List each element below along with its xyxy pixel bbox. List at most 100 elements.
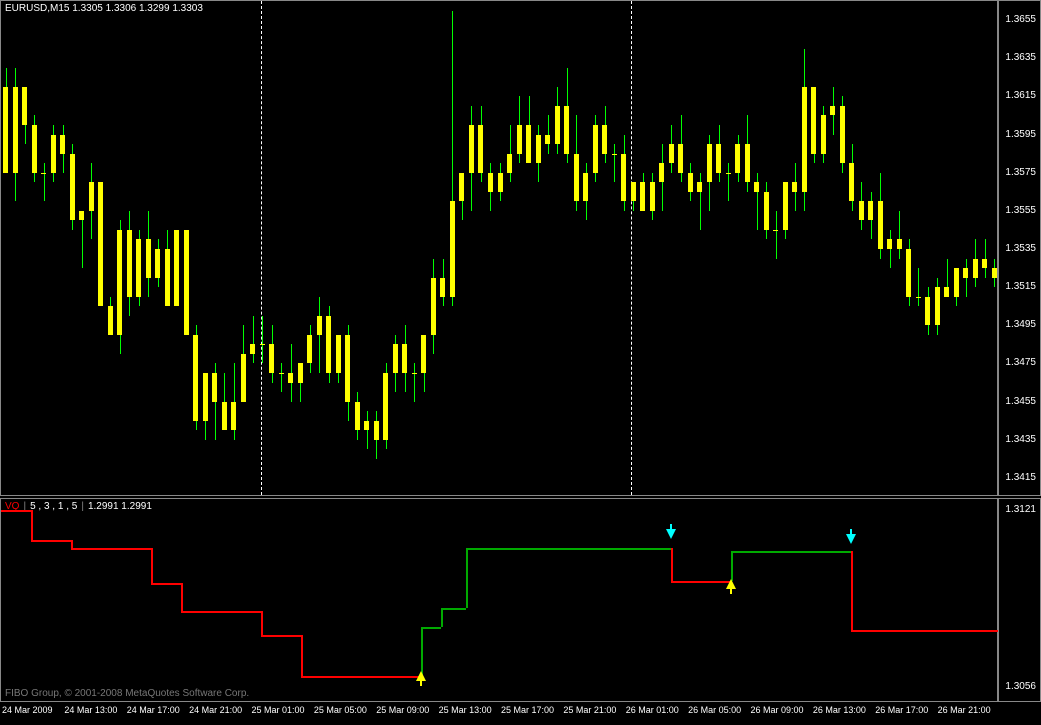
candle-wick [899,211,900,259]
x-tick-label: 24 Mar 21:00 [189,705,242,715]
candle-body [707,144,712,182]
chart-title: EURUSD,M15 1.3305 1.3306 1.3299 1.3303 [5,3,203,14]
candle-wick [319,297,320,373]
y-tick-label: 1.3635 [1005,52,1036,63]
indicator-step-v [301,635,303,676]
candle-body [688,173,693,192]
candle-body [992,268,997,278]
candle-wick [44,163,45,201]
price-y-axis: 1.34151.34351.34551.34751.34951.35151.35… [998,0,1041,496]
candle-body [916,297,921,298]
candle-body [973,259,978,278]
candle-body [954,268,959,297]
candle-body [840,106,845,163]
x-tick-label: 24 Mar 13:00 [64,705,117,715]
candle-wick [281,363,282,392]
indicator-step-h [181,611,261,613]
candle-body [127,230,132,297]
candle-wick [614,144,615,182]
candle-body [459,173,464,202]
candle-wick [966,259,967,297]
candle-body [593,125,598,173]
y-tick-label: 1.3655 [1005,14,1036,25]
candle-body [450,201,455,296]
candle-body [764,192,769,230]
candle-body [555,106,560,144]
indicator-step-v [441,608,443,627]
candle-body [174,230,179,306]
x-tick-label: 26 Mar 17:00 [875,705,928,715]
indicator-step-h [671,581,731,583]
indicator-step-v [261,611,263,635]
candle-body [507,154,512,173]
indicator-step-h [31,540,71,542]
candle-body [184,230,189,335]
x-tick-label: 25 Mar 17:00 [501,705,554,715]
candle-body [602,125,607,154]
buy-arrow-icon [416,671,426,681]
candle-body [136,239,141,296]
candle-body [650,182,655,211]
candle-wick [414,363,415,401]
candle-body [574,154,579,202]
indicator-y-tick: 1.3056 [1005,681,1036,692]
indicator-panel[interactable]: VQ|5 , 3 , 1 , 5|1.2991 1.2991 FIBO Grou… [0,498,998,702]
candle-body [583,173,588,202]
candle-body [364,421,369,431]
sell-arrow-icon [846,534,856,544]
candle-body [792,182,797,192]
candle-body [203,373,208,421]
candle-body [773,230,778,231]
indicator-step-h [71,548,151,550]
candle-body [307,335,312,364]
indicator-step-h [466,548,671,550]
x-tick-label: 25 Mar 01:00 [252,705,305,715]
indicator-step-h [261,635,301,637]
candle-wick [728,163,729,201]
y-tick-label: 1.3515 [1005,281,1036,292]
indicator-step-v [181,583,183,610]
candle-body [269,344,274,373]
candle-body [726,173,731,174]
candle-body [697,182,702,192]
price-chart[interactable]: EURUSD,M15 1.3305 1.3306 1.3299 1.3303 [0,0,998,496]
candle-body [383,373,388,440]
candle-body [897,239,902,249]
indicator-step-h [851,630,999,632]
candle-wick [253,316,254,364]
period-separator [631,1,632,495]
candle-body [469,125,474,173]
candle-body [440,278,445,297]
candle-body [117,230,122,335]
candle-body [887,239,892,249]
x-tick-label: 24 Mar 17:00 [127,705,180,715]
candle-body [612,154,617,155]
indicator-label-part: 1.2991 1.2991 [88,501,152,512]
x-tick-label: 26 Mar 05:00 [688,705,741,715]
candle-body [108,306,113,335]
candle-body [564,106,569,154]
y-tick-label: 1.3435 [1005,434,1036,445]
x-tick-label: 26 Mar 09:00 [751,705,804,715]
candle-body [631,182,636,201]
candle-body [298,363,303,382]
candle-body [811,87,816,154]
candle-body [260,344,265,345]
x-tick-label: 26 Mar 01:00 [626,705,679,715]
y-tick-label: 1.3575 [1005,167,1036,178]
candle-body [402,344,407,373]
candle-body [193,335,198,421]
candle-body [716,144,721,173]
period-separator [261,1,262,495]
candle-body [906,249,911,297]
candle-body [536,135,541,164]
y-tick-label: 1.3455 [1005,396,1036,407]
indicator-step-v [31,510,33,540]
indicator-step-h [731,551,851,553]
candle-body [526,125,531,163]
indicator-step-v [671,548,673,581]
candle-body [659,163,664,182]
candle-body [222,402,227,431]
candle-body [288,373,293,383]
candle-body [669,144,674,163]
